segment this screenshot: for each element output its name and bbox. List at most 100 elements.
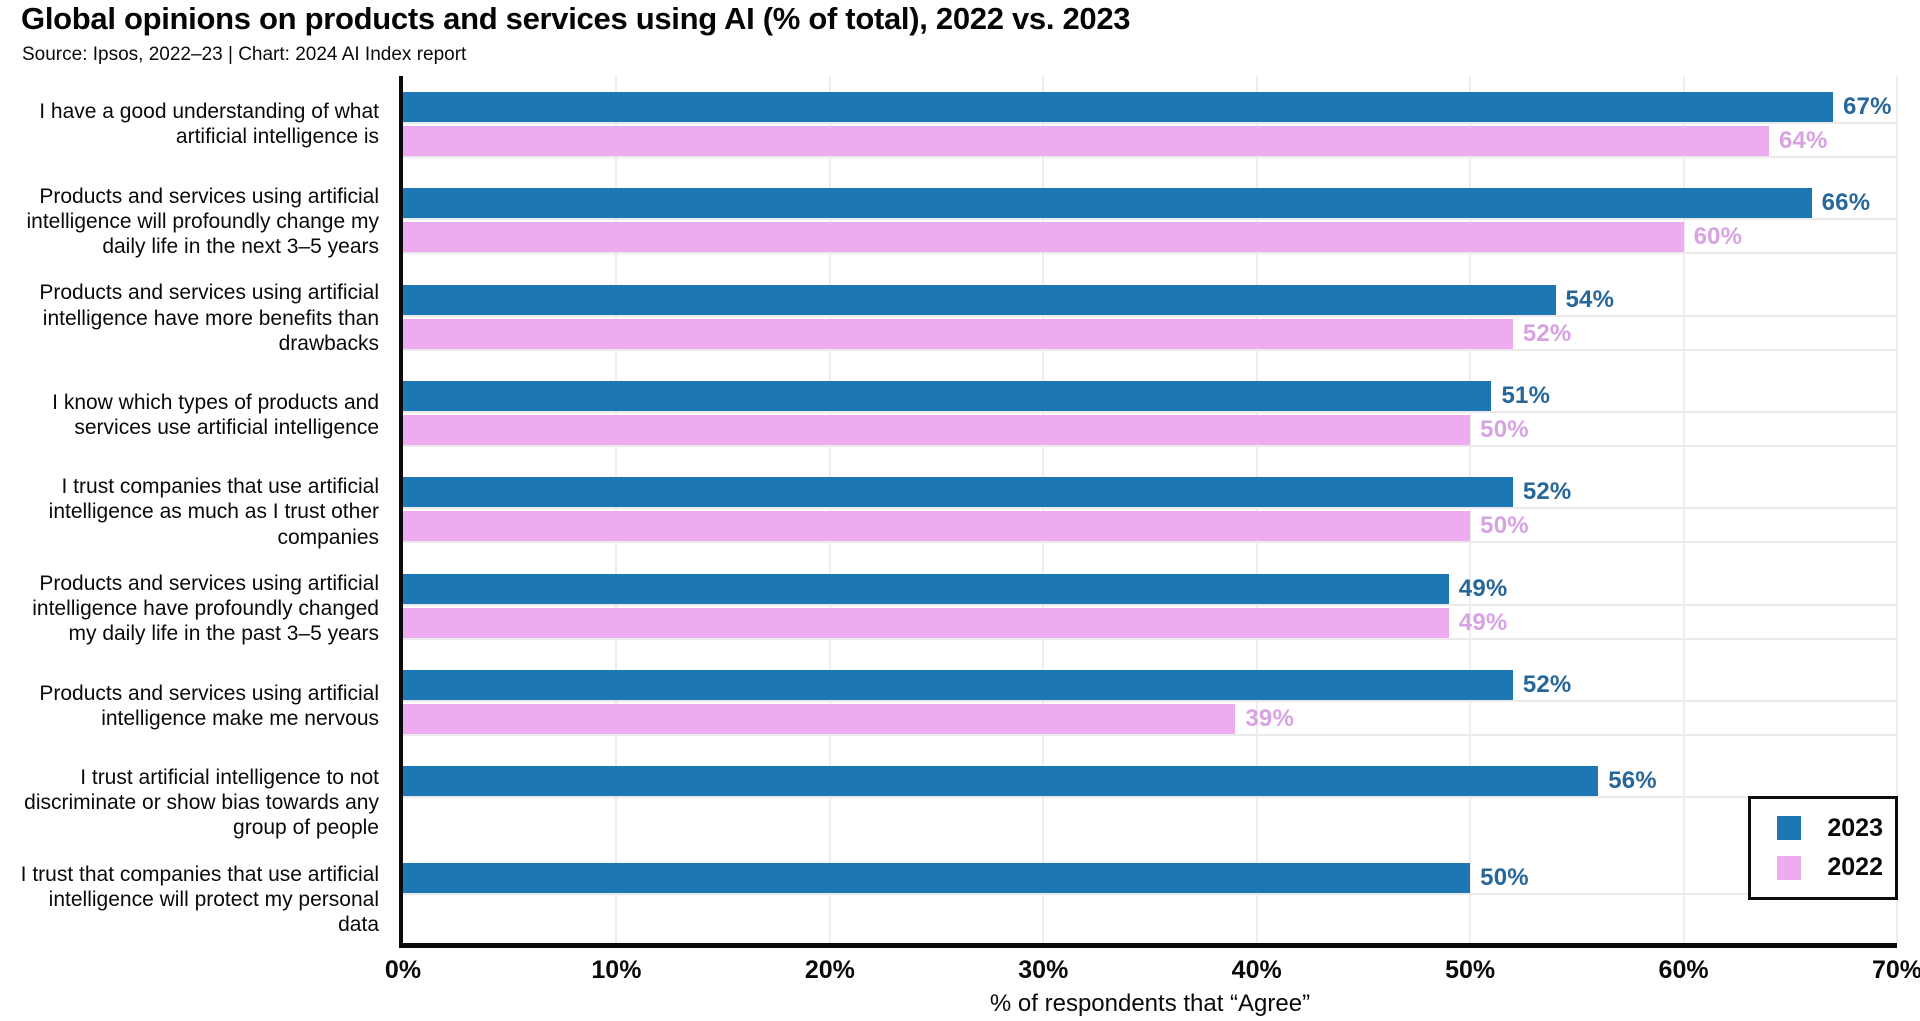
row-gridline — [403, 348, 1897, 351]
x-axis-label: % of respondents that “Agree” — [989, 990, 1311, 1017]
value-label: 52% — [1522, 319, 1572, 347]
bar-slot: 52% — [403, 477, 1897, 510]
row-gridline — [403, 156, 1897, 159]
bar-group: 50% — [403, 847, 1897, 943]
bar-2023 — [403, 862, 1471, 893]
bar-slot: 50% — [403, 862, 1897, 895]
bar-2022 — [403, 704, 1236, 735]
legend-label: 2023 — [1827, 813, 1883, 842]
value-label: 49% — [1458, 608, 1508, 636]
bar-group: 52% 39% — [403, 654, 1897, 750]
x-tick-label: 30% — [1018, 956, 1069, 984]
bar-slot: 54% — [403, 284, 1897, 317]
bar-group: 54% 52% — [403, 269, 1897, 365]
bar-slot: 49% — [403, 573, 1897, 606]
bar-slot: 51% — [403, 381, 1897, 414]
bar-2023 — [403, 670, 1513, 701]
bar-slot: 50% — [403, 511, 1897, 544]
plot-area: 67% 64% 66% 60% 54% 52% 51% 50% 52% 50% 49% 49% 52% 3… — [399, 76, 1898, 948]
bar-slot: 50% — [403, 415, 1897, 448]
legend-label: 2022 — [1827, 853, 1883, 882]
bar-slot: 52% — [403, 670, 1897, 703]
vertical-gridline — [828, 76, 831, 943]
legend-swatch — [1777, 855, 1801, 880]
legend: 2023 2022 — [1748, 796, 1898, 900]
value-label: 50% — [1480, 863, 1529, 891]
category-label: Products and services using artificial i… — [26, 184, 379, 258]
row-gridline — [403, 541, 1897, 544]
bar-group: 67% 64% — [403, 76, 1897, 172]
bar-slot: 66% — [403, 188, 1897, 221]
bar-2022 — [403, 126, 1769, 157]
bar-2023 — [403, 573, 1449, 604]
chart-source: Source: Ipsos, 2022–23 | Chart: 2024 AI … — [22, 44, 467, 65]
row-gridline — [403, 796, 1897, 799]
value-label: 56% — [1608, 767, 1657, 795]
category-label: I trust artificial intelligence to not d… — [24, 765, 379, 840]
bar-2022 — [403, 511, 1471, 542]
value-label: 49% — [1458, 574, 1508, 602]
vertical-gridline — [1255, 76, 1258, 943]
bar-slot: 39% — [403, 704, 1897, 737]
row-gridline — [403, 892, 1897, 895]
value-label: 67% — [1842, 93, 1892, 121]
bar-2022 — [403, 222, 1684, 253]
x-tick-label: 60% — [1658, 956, 1709, 984]
bar-slot: 52% — [403, 318, 1897, 351]
category-label: I have a good understanding of what arti… — [39, 100, 379, 149]
row-gridline — [403, 122, 1897, 125]
category-labels: I have a good understanding of what arti… — [0, 76, 388, 948]
vertical-gridline — [1682, 76, 1685, 943]
bar-slot: 56% — [403, 766, 1897, 799]
bar-2022 — [403, 607, 1449, 638]
bar-slot: 64% — [403, 126, 1897, 159]
row-gridline — [403, 637, 1897, 640]
bar-2023 — [403, 766, 1599, 797]
bar-slot: 49% — [403, 607, 1897, 640]
category-label: I trust companies that use artificial in… — [48, 475, 379, 549]
row-gridline — [403, 445, 1897, 448]
bar-group: 49% 49% — [403, 558, 1897, 654]
row-gridline — [403, 507, 1897, 510]
bar-group: 52% 50% — [403, 461, 1897, 557]
bar-slot: 60% — [403, 222, 1897, 255]
row-gridline — [403, 411, 1897, 414]
bar-2022 — [403, 415, 1471, 446]
bar-2023 — [403, 188, 1812, 219]
category-label: Products and services using artificial i… — [39, 681, 379, 730]
x-tick-label: 0% — [384, 956, 422, 984]
value-label: 66% — [1821, 189, 1871, 217]
value-label: 39% — [1245, 705, 1294, 733]
legend-item: 2023 — [1777, 814, 1883, 843]
row-gridline — [403, 218, 1897, 221]
bar-2023 — [403, 284, 1556, 315]
category-label: Products and services using artificial i… — [32, 572, 379, 646]
x-tick-label: 50% — [1445, 956, 1496, 984]
x-tick-label: 20% — [804, 956, 855, 984]
value-label: 64% — [1778, 127, 1828, 155]
value-label: 51% — [1501, 382, 1551, 410]
bar-2022 — [403, 318, 1513, 349]
category-label: I trust that companies that use artifici… — [20, 862, 379, 937]
row-gridline — [403, 603, 1897, 606]
vertical-gridline — [1042, 76, 1045, 943]
x-axis-ticks: 0% 10% 20% 30% 40% 50% 60% 70% — [385, 956, 1920, 986]
bar-2023 — [403, 381, 1492, 412]
bar-slot — [403, 800, 1897, 830]
bar-2023 — [403, 92, 1833, 123]
vertical-gridline — [1469, 76, 1472, 943]
row-gridline — [403, 700, 1897, 703]
bar-group: 51% 50% — [403, 365, 1897, 461]
chart-title: Global opinions on products and services… — [21, 1, 1131, 36]
vertical-gridline — [615, 76, 618, 943]
value-label: 52% — [1522, 671, 1572, 699]
bar-group: 56% — [403, 750, 1897, 846]
bar-group: 66% 60% — [403, 172, 1897, 268]
row-gridline — [403, 252, 1897, 255]
x-tick-label: 40% — [1231, 956, 1282, 984]
legend-item: 2022 — [1777, 853, 1883, 882]
bar-slot: 67% — [403, 92, 1897, 125]
vertical-gridline — [1896, 76, 1898, 943]
value-label: 54% — [1565, 285, 1615, 313]
